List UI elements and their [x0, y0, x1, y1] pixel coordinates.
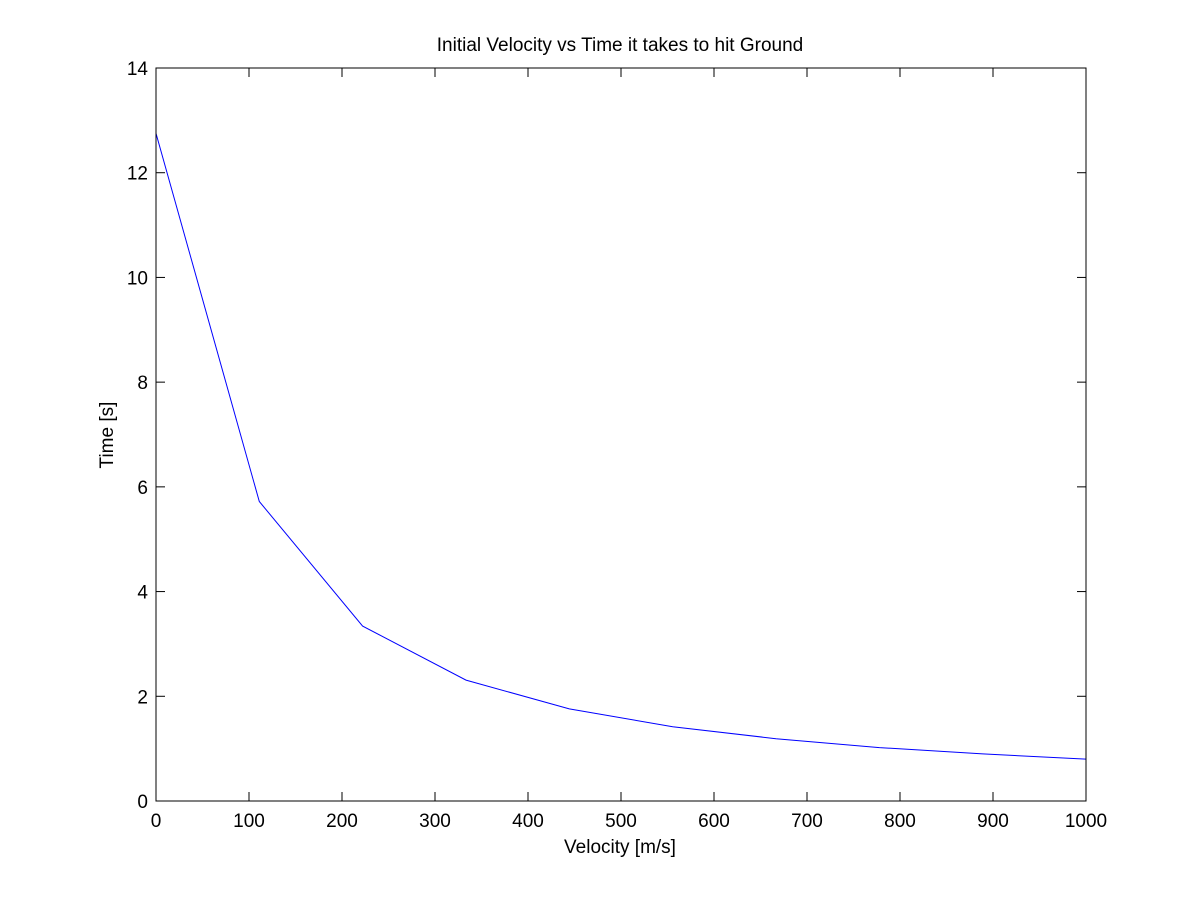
x-tick-label: 200: [326, 811, 358, 832]
axes-box: [155, 67, 1087, 802]
x-tick-label: 800: [884, 811, 916, 832]
x-tick-label: 600: [698, 811, 730, 832]
axes-background: [156, 68, 1086, 801]
y-tick-label: 12: [127, 164, 148, 185]
y-tick-label: 10: [127, 268, 148, 289]
series-line: [155, 133, 1087, 760]
y-axis-label: Time [s]: [97, 402, 118, 469]
chart-title: Initial Velocity vs Time it takes to hit…: [437, 35, 803, 56]
x-tick-label: 700: [791, 811, 823, 832]
y-tick-label: 4: [137, 583, 148, 604]
y-tick-label: 8: [137, 373, 148, 394]
x-tick-label: 1000: [1065, 811, 1107, 832]
tick-labels: 0 100 200 300 400 500 600 700 800 900 1000 0 2 4 6 8 10 1…: [127, 59, 1107, 832]
y-tick-label: 6: [137, 478, 148, 499]
x-tick-label: 400: [512, 811, 544, 832]
x-tick-label: 0: [151, 811, 162, 832]
x-tick-label: 300: [419, 811, 451, 832]
x-tick-label: 500: [605, 811, 637, 832]
x-tick-label: 100: [233, 811, 265, 832]
y-tick-label: 2: [137, 687, 148, 708]
y-tick-label: 0: [137, 792, 148, 813]
series-layer: [155, 133, 1087, 760]
y-tick-label: 14: [127, 59, 149, 80]
x-tick-label: 900: [977, 811, 1009, 832]
x-axis-label: Velocity [m/s]: [564, 837, 676, 858]
